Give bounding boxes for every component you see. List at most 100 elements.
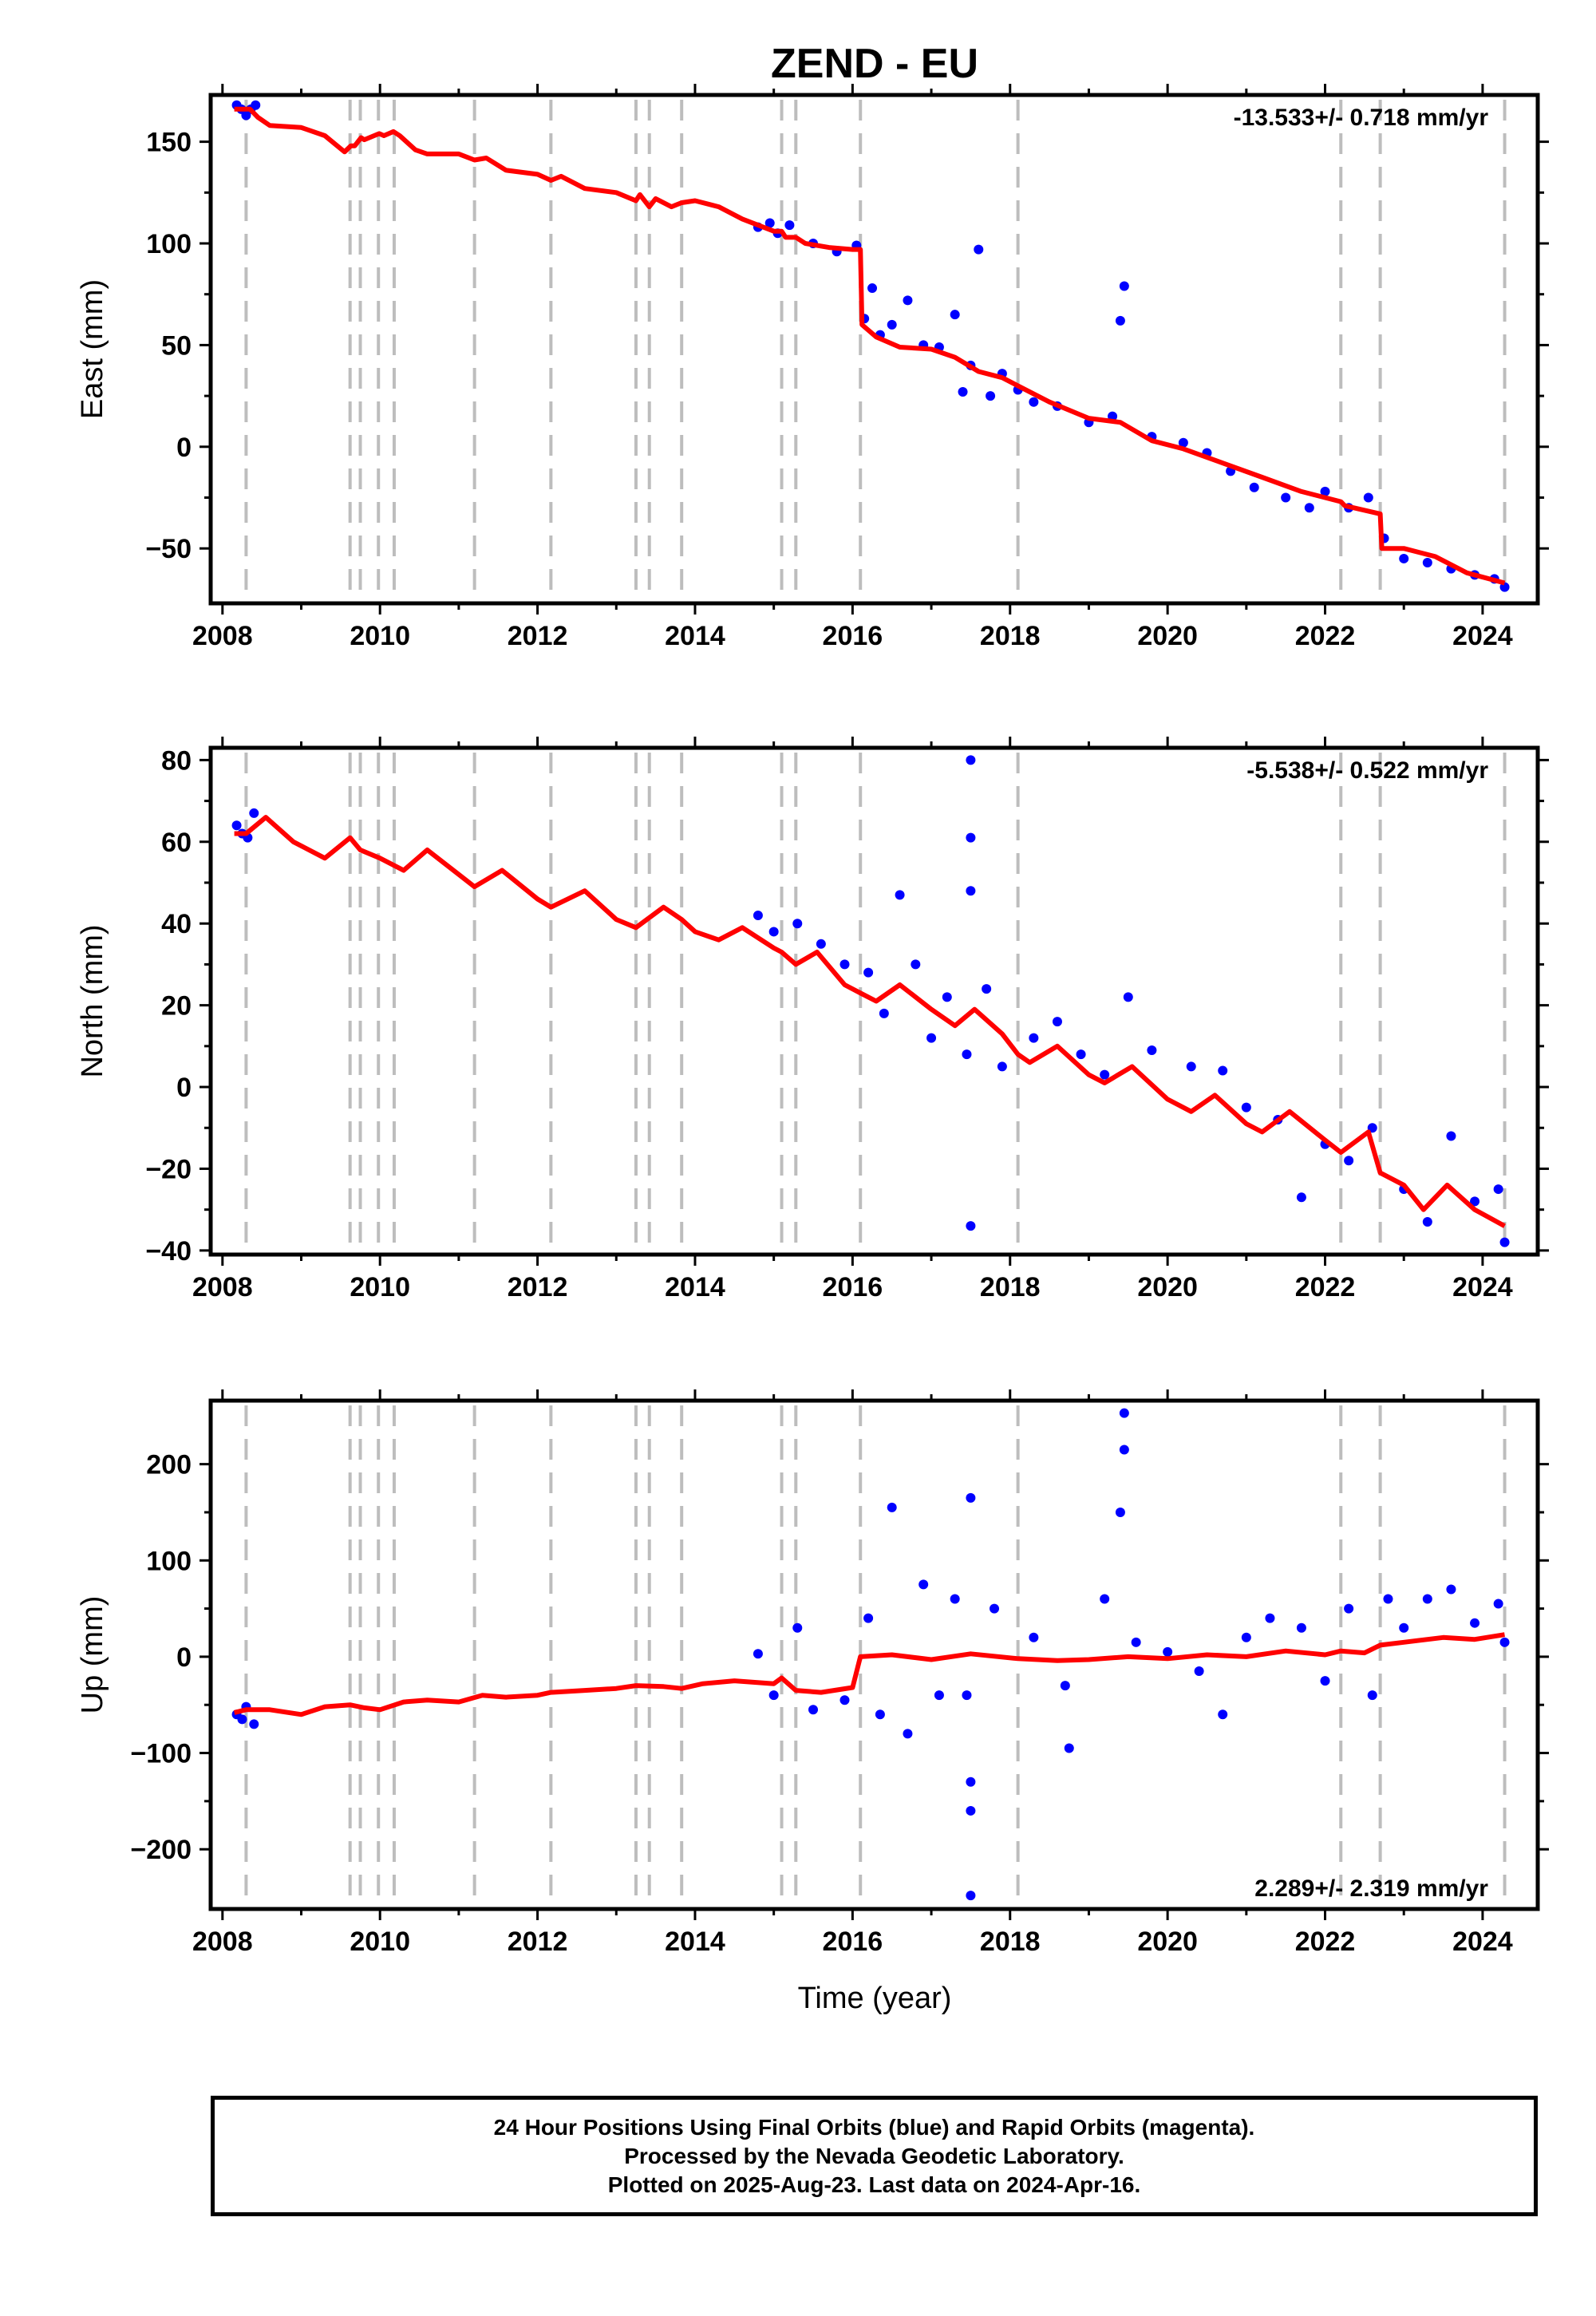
up-y-tick-label-4: 200	[146, 1450, 192, 1480]
up-data-point-30	[1163, 1646, 1173, 1657]
up-data-point-22	[1029, 1632, 1039, 1642]
north-data-point-9	[863, 967, 874, 978]
east-x-tick-label-1: 2010	[350, 621, 410, 651]
up-y-tick-label-1: −100	[130, 1739, 192, 1769]
up-data-point-17	[966, 1492, 976, 1503]
up-data-point-1	[237, 1714, 247, 1725]
north-data-point-16	[966, 755, 976, 765]
up-x-tick-label-8: 2024	[1452, 1927, 1513, 1957]
east-x-tick-label-4: 2016	[823, 621, 883, 651]
east-model-line	[234, 106, 1506, 586]
up-data-point-39	[1383, 1594, 1393, 1604]
east-data-point-4	[251, 100, 261, 110]
north-data-point-11	[895, 890, 905, 900]
north-model-line	[234, 815, 1506, 1228]
up-data-point-28	[1119, 1408, 1129, 1418]
chart-title: ZEND - EU	[771, 41, 978, 87]
north-frame	[208, 745, 1540, 1257]
up-data-point-7	[808, 1705, 819, 1715]
up-rate-label: 2.289+/- 2.319 mm/yr	[1254, 1875, 1488, 1902]
up-x-tick-label-2: 2012	[508, 1927, 568, 1957]
north-data-point-25	[1100, 1069, 1110, 1080]
east-y-tick-label-3: 100	[146, 229, 192, 259]
north-data-point-8	[839, 959, 850, 970]
east-x-tick-label-7: 2022	[1295, 621, 1356, 651]
north-data-point-5	[768, 927, 779, 937]
up-data-point-13	[918, 1579, 929, 1590]
north-x-tick-label-3: 2014	[665, 1272, 725, 1302]
north-data-point-29	[1218, 1065, 1228, 1076]
east-frame	[208, 93, 1540, 606]
up-data-point-21	[990, 1603, 1000, 1614]
up-x-tick-label-0: 2008	[192, 1927, 253, 1957]
up-data-point-38	[1367, 1690, 1377, 1701]
east-y-tick-label-2: 50	[161, 330, 192, 361]
up-data-point-32	[1218, 1709, 1228, 1720]
east-data-point-30	[1115, 315, 1125, 326]
up-data-point-20	[966, 1891, 976, 1901]
north-y-tick-label-4: 40	[161, 909, 192, 939]
up-data-point-11	[887, 1502, 897, 1512]
up-y-tick-label-3: 100	[146, 1546, 192, 1576]
up-data-point-40	[1399, 1622, 1409, 1633]
east-data-point-44	[1422, 558, 1432, 568]
up-frame	[208, 1398, 1540, 1911]
north-x-tick-label-0: 2008	[192, 1272, 253, 1302]
up-x-tick-label-5: 2018	[980, 1927, 1041, 1957]
up-data-point-37	[1344, 1603, 1354, 1614]
north-data-point-14	[942, 992, 952, 1002]
up-data-point-26	[1115, 1507, 1125, 1517]
up-data-point-24	[1064, 1743, 1074, 1753]
up-data-point-19	[966, 1805, 976, 1816]
north-data-point-26	[1123, 992, 1133, 1002]
north-x-tick-label-4: 2016	[823, 1272, 883, 1302]
up-data-point-41	[1422, 1594, 1432, 1604]
east-x-tick-label-6: 2020	[1137, 621, 1198, 651]
east-data-point-8	[784, 220, 795, 231]
up-y-axis-label: Up (mm)	[76, 1596, 109, 1714]
up-y-tick-label-0: −200	[130, 1835, 192, 1865]
up-data-point-36	[1320, 1676, 1330, 1686]
east-data-point-43	[1399, 553, 1409, 563]
north-data-point-19	[966, 1221, 976, 1231]
north-y-tick-label-3: 20	[161, 991, 192, 1022]
east-y-axis-label: East (mm)	[76, 279, 109, 419]
east-data-point-39	[1320, 486, 1330, 496]
north-data-point-30	[1241, 1102, 1251, 1113]
north-data-point-6	[792, 919, 803, 929]
east-y-tick-label-0: −50	[145, 534, 192, 564]
east-x-tick-label-2: 2012	[508, 621, 568, 651]
north-x-tick-label-8: 2024	[1452, 1272, 1513, 1302]
east-panel: 2008 2010 2012 2014 2016 2018 2020 2022 2024 −50 0…	[76, 84, 1549, 651]
up-data-point-25	[1100, 1594, 1110, 1604]
up-data-point-35	[1296, 1622, 1306, 1633]
up-panel: 2008 2010 2012 2014 2016 2018 2020 2022 2024 −200…	[76, 1389, 1549, 1957]
up-data-point-15	[950, 1594, 960, 1604]
x-axis-label: Time (year)	[798, 1982, 952, 2015]
north-data-point-13	[926, 1033, 937, 1043]
east-data-point-13	[867, 283, 878, 294]
up-data-point-8	[839, 1695, 850, 1705]
north-data-point-24	[1076, 1049, 1086, 1060]
north-data-point-37	[1422, 1217, 1432, 1227]
north-data-point-10	[879, 1008, 889, 1018]
up-data-point-18	[966, 1777, 976, 1787]
north-data-point-27	[1147, 1045, 1157, 1055]
up-y-tick-label-2: 0	[176, 1642, 192, 1673]
north-data-point-3	[249, 808, 259, 818]
north-data-point-21	[997, 1061, 1007, 1072]
footer-line-1: 24 Hour Positions Using Final Orbits (bl…	[493, 2114, 1255, 2140]
north-x-tick-label-2: 2012	[508, 1272, 568, 1302]
footer-line-3: Plotted on 2025-Aug-23. Last data on 202…	[607, 2172, 1141, 2197]
up-data-point-42	[1446, 1584, 1456, 1595]
north-y-tick-label-1: −20	[145, 1154, 192, 1184]
up-data	[231, 1408, 1510, 1901]
east-rate-label: -13.533+/- 0.718 mm/yr	[1234, 105, 1489, 131]
east-y-tick-label-1: 0	[176, 433, 192, 463]
up-model-line	[233, 1632, 1505, 1717]
east-data-point-23	[986, 391, 996, 401]
north-data-point-28	[1186, 1061, 1196, 1072]
up-data-point-16	[962, 1690, 972, 1701]
up-x-tick-label-3: 2014	[665, 1927, 725, 1957]
up-data-point-34	[1265, 1613, 1275, 1623]
